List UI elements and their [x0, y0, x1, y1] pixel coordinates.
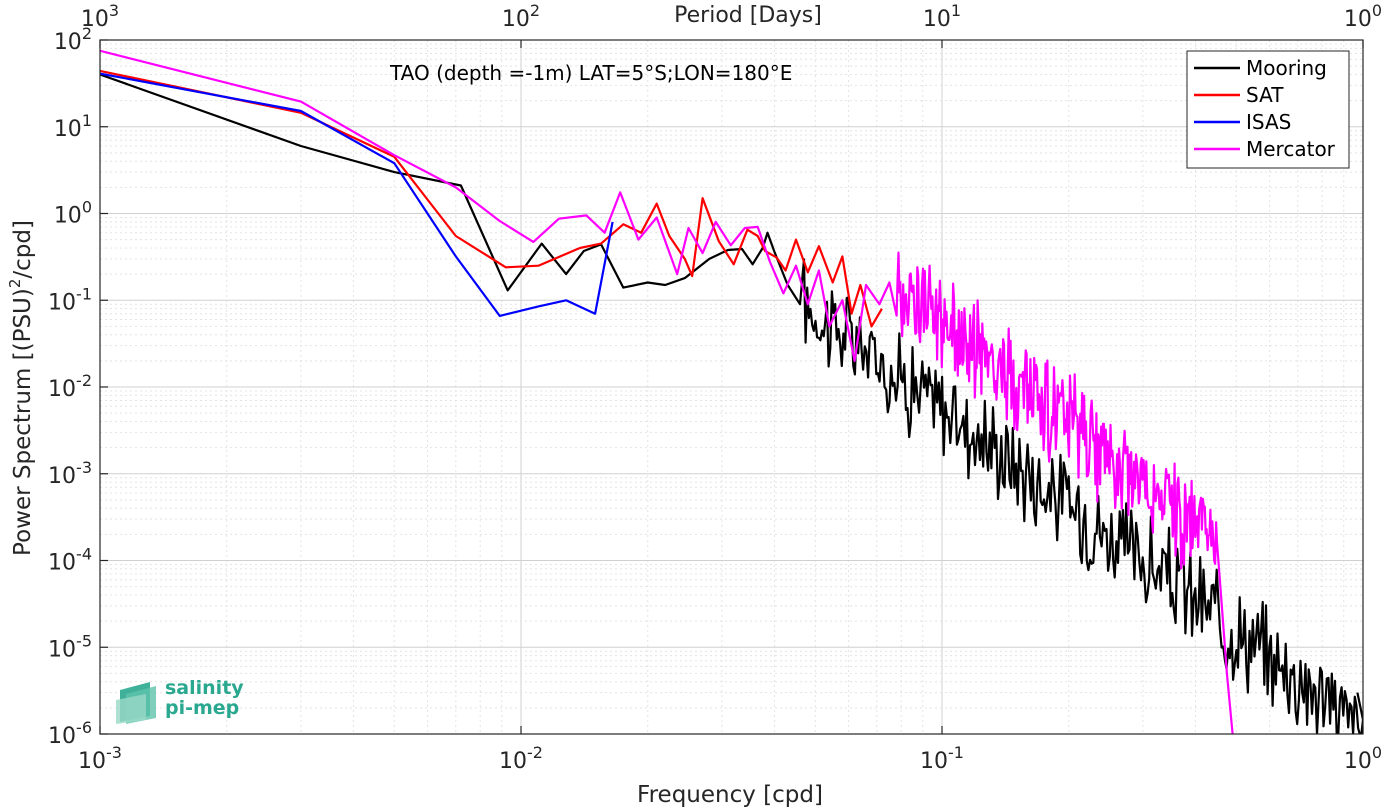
logo-mark-icon: [116, 682, 156, 724]
chart-title: TAO (depth =-1m) LAT=5°S;LON=180°E: [389, 61, 792, 85]
top-tick-label: 100: [1344, 1, 1382, 32]
x-axis-label: Frequency [cpd]: [637, 782, 823, 808]
legend-label-sat: SAT: [1246, 83, 1284, 107]
legend-label-mooring: Mooring: [1246, 56, 1327, 80]
y-tick-label: 10-5: [48, 631, 92, 662]
logo-text-line1: salinity: [165, 677, 244, 699]
y-axis-label-main: Power Spectrum [(PSU): [10, 288, 36, 556]
top-tick-label: 103: [81, 1, 119, 32]
y-tick-label: 10-2: [48, 371, 92, 402]
legend-label-isas: ISAS: [1246, 110, 1291, 134]
x-tick-label: 10-3: [78, 743, 122, 774]
ticks-layer: 10-3 10-2 10-1 100 102 101 100 10-1 10-2 10-3 10-4…: [48, 1, 1382, 774]
svg-text:Power Spectrum [(PSU)2/cpd]: Power Spectrum [(PSU)2/cpd]: [6, 220, 36, 556]
y-tick-label: 102: [54, 24, 92, 55]
salinity-pimep-logo: salinity pi-mep: [116, 677, 244, 724]
series-line-isas: [100, 72, 614, 317]
y-tick-label: 10-4: [48, 545, 92, 576]
x-tick-label: 10-1: [920, 743, 964, 774]
y-tick-label: 10-1: [48, 284, 92, 315]
series-line-mercator: [100, 49, 1234, 734]
series-line-sat: [100, 69, 883, 328]
top-tick-label: 101: [923, 1, 961, 32]
series-line-mooring: [100, 73, 1363, 734]
legend: Mooring SAT ISAS Mercator: [1186, 50, 1350, 169]
y-tick-label: 100: [54, 198, 92, 229]
y-axis-label-sup: 2: [6, 279, 24, 289]
x-tick-label: 10-2: [499, 743, 543, 774]
x-tick-label: 100: [1344, 743, 1382, 774]
y-tick-label: 10-3: [48, 458, 92, 489]
top-tick-label: 102: [502, 1, 540, 32]
series-layer: [100, 49, 1363, 734]
y-axis-label-tail: /cpd]: [10, 220, 36, 279]
logo-text-line2: pi-mep: [165, 697, 239, 719]
grid: [100, 40, 1363, 734]
top-axis-label: Period [Days]: [674, 3, 822, 28]
y-axis-label: Power Spectrum [(PSU)2/cpd]: [6, 220, 36, 556]
y-tick-label: 10-6: [48, 718, 92, 749]
legend-label-mercator: Mercator: [1246, 137, 1336, 161]
y-tick-label: 101: [54, 111, 92, 142]
